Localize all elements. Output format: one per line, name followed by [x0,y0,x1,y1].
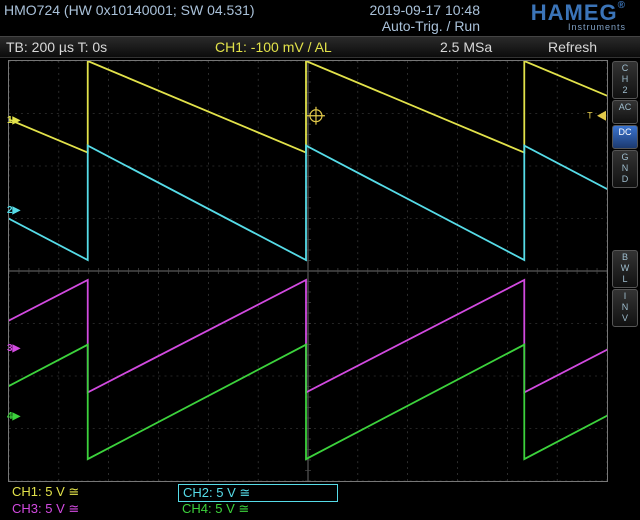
trigger-cursor [307,107,325,125]
waveform-plot[interactable]: T 1▶ 2▶ 3▶ 4▶ [8,60,608,482]
model-label: HMO724 (HW 0x10140001; SW 04.531) [4,2,255,18]
plot-svg: T [9,61,607,481]
channel-label-ch2[interactable]: CH2: 5 V ≅ [178,484,338,502]
channel-marker-ch4: 4▶ [7,410,19,424]
svg-text:T: T [587,111,593,121]
channel-label-ch1[interactable]: CH1: 5 V ≅ [8,484,168,500]
status-bar: TB: 200 µs T: 0s CH1: -100 mV / AL 2.5 M… [0,36,640,58]
side-btn-bwl[interactable]: B W L [612,250,638,288]
channel-label-ch3[interactable]: CH3: 5 V ≅ [8,501,168,517]
footer-bar: CH1: 5 V ≅ CH2: 5 V ≅ CH3: 5 V ≅ CH4: 5 V ≅ [8,484,608,518]
side-btn-ac[interactable]: AC [612,100,638,124]
side-btn-dc[interactable]: DC [612,125,638,149]
trigger-level-arrow [597,111,606,121]
channel-marker-ch1: 1▶ [7,114,19,128]
refresh-button[interactable]: Refresh [548,39,597,55]
trigger-label: CH1: -100 mV / AL [215,39,332,55]
side-btn-gnd[interactable]: G N D [612,150,638,188]
timebase-label: TB: 200 µs T: 0s [6,39,107,55]
top-bar: HMO724 (HW 0x10140001; SW 04.531) 2019-0… [0,0,640,36]
channel-marker-ch2: 2▶ [7,204,19,218]
brand-sub: Instruments [568,22,626,32]
sidebar: C H 2ACDCG N D B W LI N V [612,60,640,328]
channel-marker-ch3: 3▶ [7,342,19,356]
brand-reg: ® [618,0,626,11]
side-btn-ch2[interactable]: C H 2 [612,61,638,99]
sample-rate-label: 2.5 MSa [440,39,492,55]
datetime-label: 2019-09-17 10:48 Auto-Trig. / Run [369,2,480,34]
side-btn-inv[interactable]: I N V [612,289,638,327]
channel-label-ch4[interactable]: CH4: 5 V ≅ [178,501,338,517]
